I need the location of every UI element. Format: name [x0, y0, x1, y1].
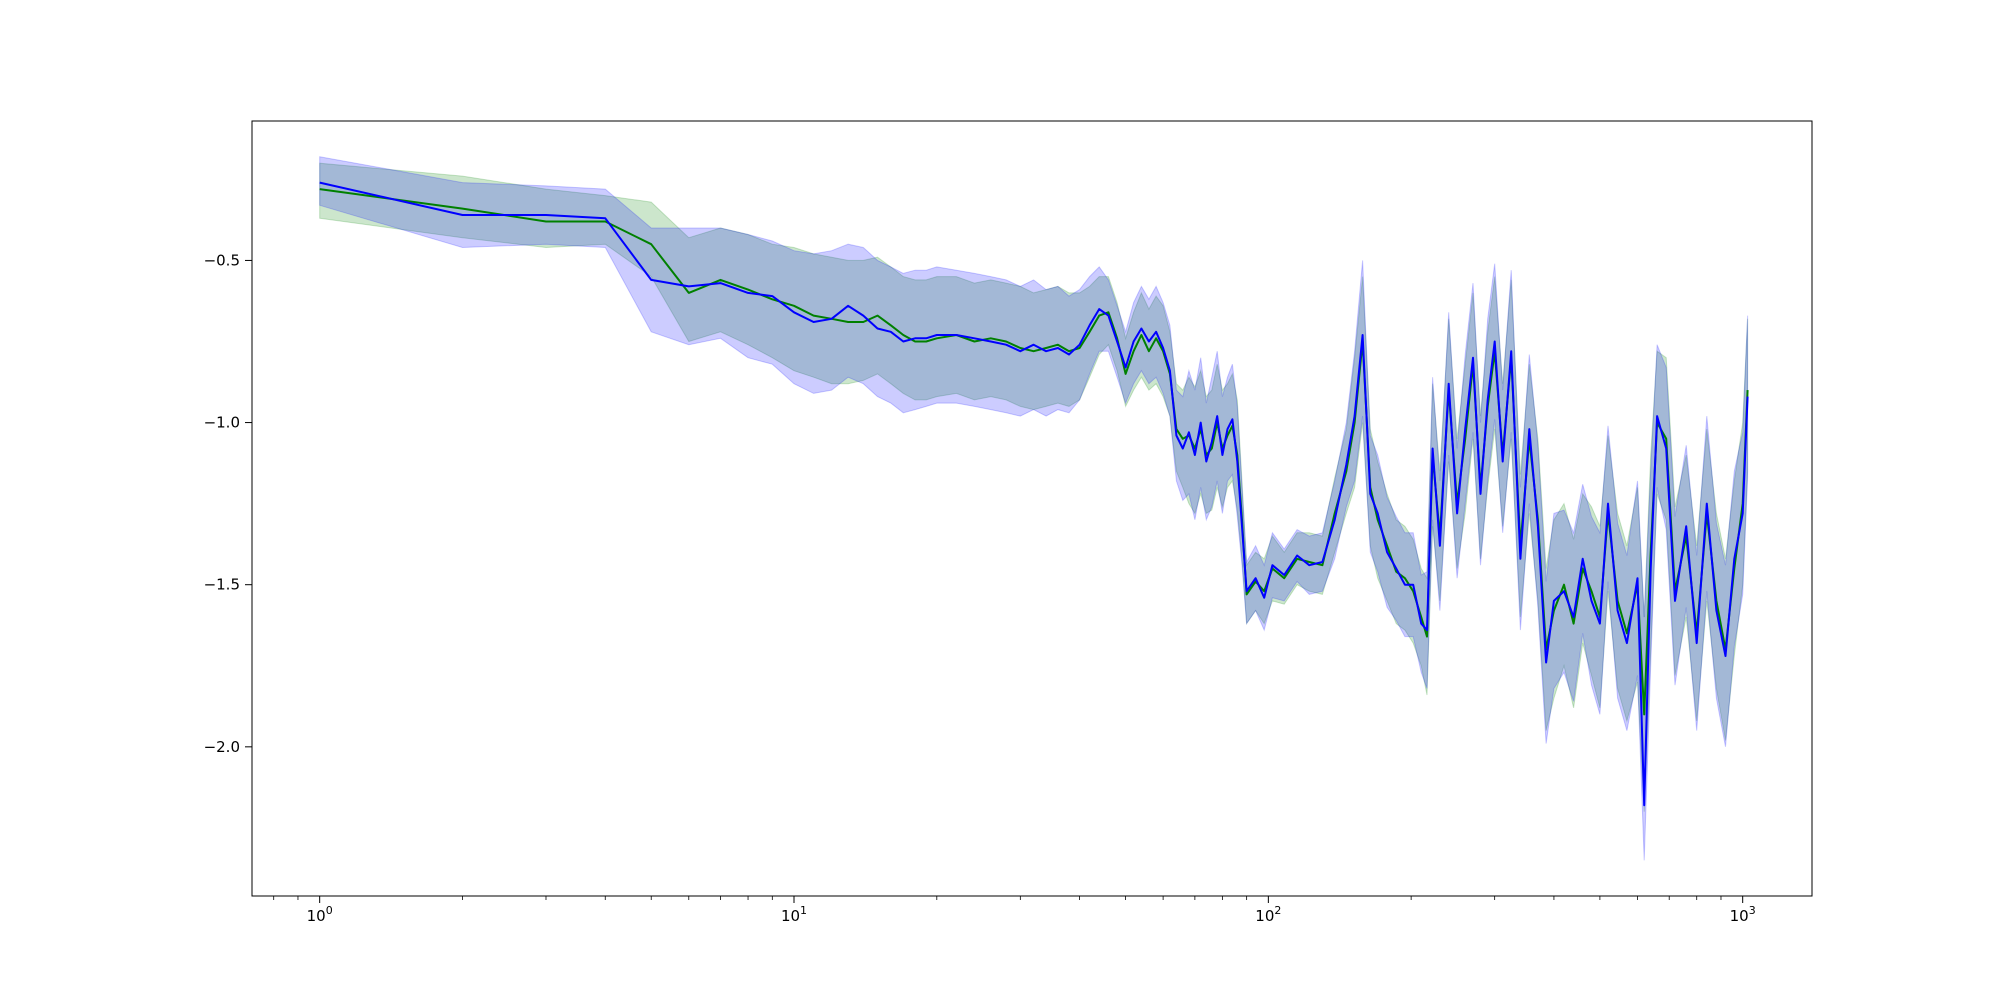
x-tick-label-base: 10	[1255, 907, 1274, 925]
y-tick-label: −2.0	[204, 738, 240, 756]
x-tick-label-exponent: 2	[1274, 904, 1281, 917]
plot-area	[319, 156, 1749, 861]
x-tick-label-base: 10	[1730, 907, 1749, 925]
x-tick-label: 103	[1730, 904, 1756, 925]
x-tick-label: 100	[307, 904, 333, 925]
x-tick-label-exponent: 3	[1749, 904, 1756, 917]
y-tick-label: −0.5	[204, 251, 240, 269]
y-axis: −0.5 −1.0 −1.5 −2.0	[204, 251, 252, 756]
series-1-confidence-band	[319, 162, 1749, 812]
axes-frame	[251, 120, 1813, 897]
x-tick-label-base: 10	[781, 907, 800, 925]
x-tick-label-base: 10	[307, 907, 326, 925]
x-axis: 100 101 102 103	[273, 896, 1756, 925]
y-tick-label: −1.0	[204, 414, 240, 432]
y-tick-label: −1.5	[204, 576, 240, 594]
series-2-line	[319, 181, 1749, 807]
x-tick-label-exponent: 1	[800, 904, 807, 917]
x-tick-label: 101	[781, 904, 807, 925]
x-tick-label: 102	[1255, 904, 1281, 925]
x-tick-label-exponent: 0	[326, 904, 333, 917]
series-2-confidence-band	[319, 156, 1749, 861]
